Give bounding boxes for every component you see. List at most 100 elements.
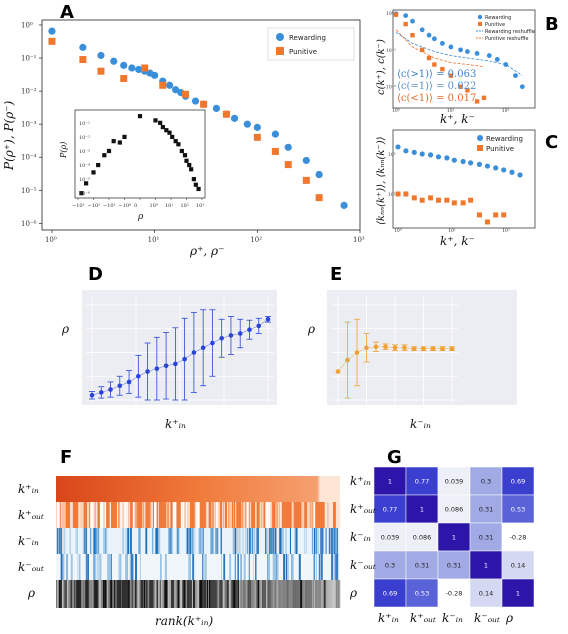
- a-rewarding-point: [212, 104, 221, 112]
- f-stripe: [162, 580, 164, 608]
- heatmap-cell-label: 0.31: [415, 562, 429, 570]
- f-stripe: [192, 580, 194, 608]
- f-stripe: [339, 580, 341, 608]
- heatmap-cell-label: 0.3: [385, 562, 395, 570]
- f-stripe: [307, 502, 309, 528]
- f-stripe: [105, 580, 108, 608]
- f-stripe: [103, 502, 104, 528]
- data-point: [383, 344, 388, 350]
- f-stripe: [139, 580, 141, 608]
- c-punitive-point: [468, 197, 474, 203]
- f-stripe: [266, 528, 269, 554]
- f-stripe: [255, 554, 257, 580]
- f-stripe: [164, 554, 167, 580]
- panel-c-ylabel: ⟨kₙₙ(k⁺)⟩, ⟨kₙₙ(k⁻)⟩: [376, 136, 387, 225]
- f-stripe: [271, 528, 273, 554]
- c-punitive-point: [411, 195, 417, 201]
- f-stripe: [188, 554, 189, 580]
- f-row-kout-minus-stripes: [60, 554, 339, 580]
- f-stripe: [96, 554, 98, 580]
- inset-point: [173, 139, 178, 144]
- c-rewarding-point: [444, 155, 450, 161]
- f-stripe: [70, 554, 73, 580]
- f-stripe: [200, 528, 203, 554]
- panel-d-grid: [86, 297, 274, 408]
- heatmap-row-label: k⁻ᵢₙ: [350, 530, 371, 544]
- f-label-kin-plus: k⁺ᵢₙ: [18, 482, 39, 496]
- f-stripe: [173, 502, 175, 528]
- inset-point: [91, 170, 96, 175]
- f-stripe: [167, 580, 170, 608]
- f-stripe: [181, 580, 183, 608]
- c-rewarding-point: [411, 149, 417, 155]
- f-stripe: [329, 528, 331, 554]
- heatmap-cell: [501, 494, 535, 524]
- c-rewarding-point: [468, 160, 474, 166]
- f-stripe: [137, 580, 140, 608]
- inset-xtick-label: −10³: [72, 203, 85, 209]
- f-stripe: [135, 554, 137, 580]
- f-stripe: [69, 580, 71, 608]
- f-xlabel: rank(k⁺ᵢₙ): [155, 614, 213, 628]
- f-stripe: [291, 502, 293, 528]
- f-stripe: [274, 528, 277, 554]
- f-stripe: [130, 528, 132, 554]
- b-rewarding-point: [426, 32, 432, 38]
- f-stripe: [101, 502, 104, 528]
- f-stripe: [336, 554, 339, 580]
- f-stripe: [273, 580, 276, 608]
- f-stripe: [68, 580, 70, 608]
- f-stripe: [130, 554, 133, 580]
- data-point: [126, 379, 132, 385]
- data-point: [145, 369, 150, 374]
- heatmap-cell: [469, 494, 503, 524]
- f-stripe: [292, 554, 294, 580]
- f-stripe: [234, 580, 236, 608]
- f-stripe: [186, 528, 189, 554]
- f-stripe: [155, 528, 158, 554]
- f-stripe: [120, 580, 122, 608]
- c-rewarding-point: [451, 157, 457, 163]
- f-stripe: [229, 554, 232, 580]
- c-rewarding-point: [509, 169, 515, 175]
- inset-xtick-label: 10¹: [165, 203, 173, 209]
- f-stripe: [319, 580, 320, 608]
- data-point: [402, 345, 407, 351]
- inset-point: [176, 142, 181, 147]
- inset-ytick-label: 10⁻⁶: [79, 191, 90, 197]
- heatmap-cell: [501, 550, 535, 580]
- f-stripe: [243, 502, 245, 528]
- legend-rewarding-marker: [276, 33, 284, 41]
- a-rewarding-point: [97, 51, 105, 60]
- data-point: [421, 346, 426, 352]
- f-stripe: [248, 502, 249, 528]
- f-stripe: [220, 528, 222, 554]
- heatmap-row-label: ρ: [349, 586, 357, 600]
- panel-b-marks: [393, 11, 525, 104]
- inset-point: [189, 167, 194, 172]
- panel-b-ticks: 10⁰ 10¹ 10² 10⁰ 10⁻¹ 10⁻²: [386, 11, 510, 114]
- panel-c-legend: Rewarding Punitive: [477, 135, 523, 153]
- f-stripe: [238, 528, 241, 554]
- f-stripe: [302, 580, 305, 608]
- f-stripe: [159, 580, 161, 608]
- f-stripe: [234, 528, 237, 554]
- inset-point: [196, 186, 201, 192]
- f-stripe: [170, 528, 173, 554]
- f-stripe: [236, 528, 239, 554]
- legend-rewarding-label: Rewarding: [289, 34, 326, 42]
- f-stripe: [200, 528, 202, 554]
- heatmap-cell: [501, 522, 535, 552]
- f-stripe: [313, 502, 315, 528]
- f-stripe: [254, 580, 256, 608]
- f-stripe: [58, 580, 60, 608]
- f-stripe: [334, 528, 336, 554]
- f-stripe: [249, 502, 252, 528]
- b-rewarding-point: [458, 47, 463, 53]
- heatmap-cell-label: 0.53: [415, 590, 429, 598]
- f-row-kout-plus-stripes: [56, 502, 341, 528]
- a-xtick-label: 10⁰: [45, 236, 57, 244]
- f-stripe: [205, 502, 207, 528]
- f-stripe: [62, 554, 65, 580]
